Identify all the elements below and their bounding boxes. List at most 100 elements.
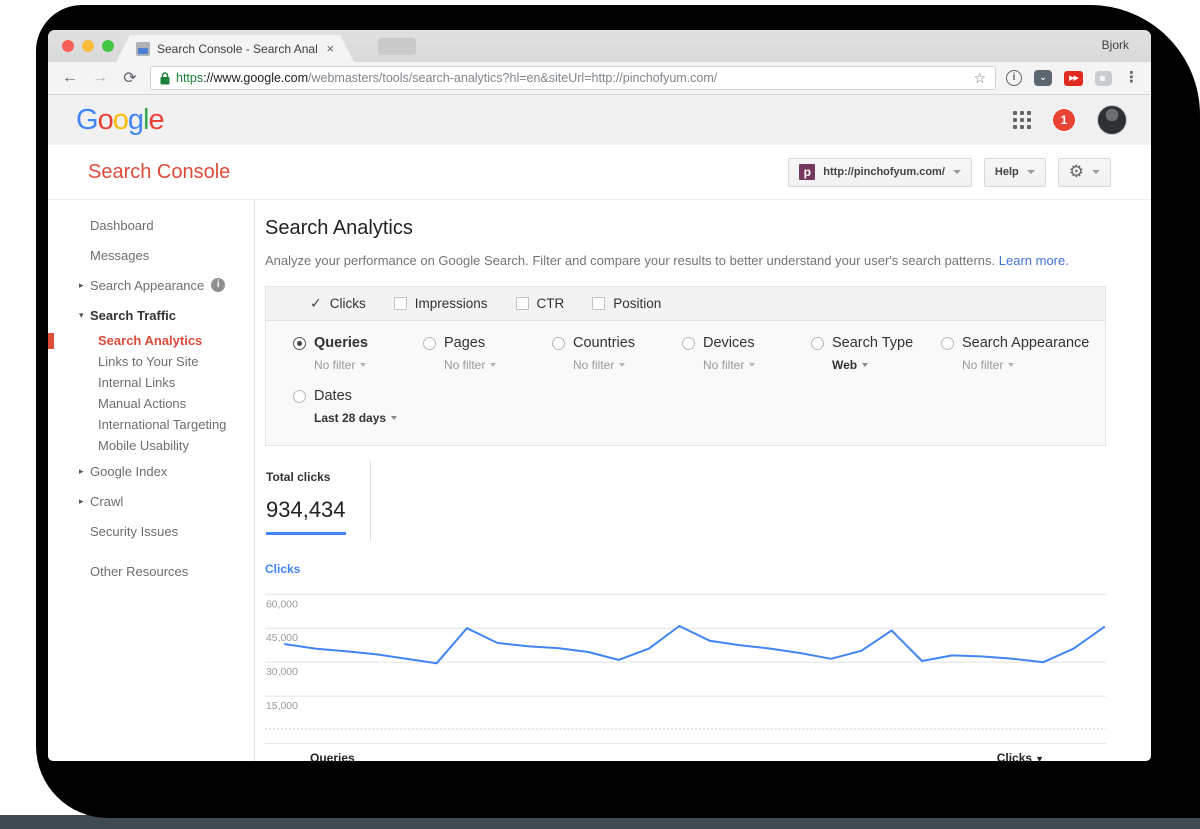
chevron-down-icon	[1027, 170, 1035, 174]
dimension-countries[interactable]: Countries No filter	[552, 335, 682, 372]
svg-text:60,000: 60,000	[266, 599, 298, 610]
sidebar-item-google-index[interactable]: ▸Google Index	[48, 456, 254, 486]
info-icon: i	[211, 278, 225, 292]
sidebar-item-crawl[interactable]: ▸Crawl	[48, 486, 254, 516]
minimize-window-button[interactable]	[82, 40, 94, 52]
google-apps-grid-icon[interactable]	[1013, 111, 1031, 129]
filter-dropdown[interactable]: No filter	[444, 358, 552, 372]
video-extension-icon[interactable]: ▶▶	[1064, 71, 1083, 86]
extension-icons: i ⌄ ▶▶ ⋮	[1006, 70, 1139, 86]
filter-value: No filter	[962, 358, 1003, 372]
info-extension-icon[interactable]: i	[1006, 70, 1022, 86]
notification-badge[interactable]: 1	[1053, 109, 1075, 131]
sidebar-item-other-resources[interactable]: Other Resources	[48, 556, 254, 586]
sidebar-item-links-to-your-site[interactable]: Links to Your Site	[48, 351, 254, 372]
filter-dropdown[interactable]: Last 28 days	[314, 411, 552, 425]
dimension-label: Pages	[444, 335, 485, 351]
sidebar-item-security-issues[interactable]: Security Issues	[48, 516, 254, 546]
filter-dropdown[interactable]: No filter	[962, 358, 1105, 372]
site-favicon-icon: p	[799, 164, 815, 180]
pocket-extension-icon[interactable]: ⌄	[1034, 70, 1052, 86]
tab-stub[interactable]	[378, 38, 416, 55]
filter-dropdown[interactable]: No filter	[703, 358, 811, 372]
google-logo-letter: g	[128, 104, 143, 136]
chevron-down-icon	[490, 363, 496, 367]
browser-window: Search Console - Search Analy × Bjork ← …	[48, 30, 1151, 761]
filter-dropdown[interactable]: No filter	[314, 358, 423, 372]
total-clicks-value: 934,434	[266, 497, 370, 523]
chrome-menu-icon[interactable]: ⋮	[1124, 71, 1139, 85]
tab-close-icon[interactable]: ×	[326, 41, 334, 56]
radio-icon[interactable]	[811, 337, 824, 350]
dimension-search-appearance[interactable]: Search AppearanceNo filter	[941, 335, 1105, 372]
dimension-queries[interactable]: QueriesNo filter	[293, 335, 423, 372]
svg-text:15,000: 15,000	[266, 701, 298, 712]
sidebar-item-label: Google Index	[90, 464, 167, 479]
totals-section: Total clicks 934,434	[265, 461, 1106, 541]
sidebar-item-search-analytics[interactable]: Search Analytics	[48, 330, 254, 351]
checkbox-icon	[592, 297, 605, 310]
sidebar-item-dashboard[interactable]: Dashboard	[48, 210, 254, 240]
site-url-label: http://pinchofyum.com/	[823, 166, 945, 178]
google-logo-letter: G	[76, 104, 98, 136]
metric-impressions[interactable]: Impressions	[394, 296, 488, 311]
metric-position[interactable]: Position	[592, 296, 661, 311]
total-clicks-label: Total clicks	[266, 470, 370, 484]
sidebar-item-internal-links[interactable]: Internal Links	[48, 372, 254, 393]
sidebar-item-mobile-usability[interactable]: Mobile Usability	[48, 435, 254, 456]
total-clicks-card[interactable]: Total clicks 934,434	[265, 461, 371, 541]
page-title: Search Analytics	[265, 217, 1106, 240]
radio-icon[interactable]	[682, 337, 695, 350]
dimension-search-type[interactable]: Search TypeWeb	[811, 335, 941, 372]
chevron-down-icon	[749, 363, 755, 367]
url-bar[interactable]: https://www.google.com/webmasters/tools/…	[150, 66, 996, 90]
sidebar-item-search-traffic[interactable]: ▾Search Traffic	[48, 300, 254, 330]
app-title[interactable]: Search Console	[88, 161, 230, 184]
sidebar-item-manual-actions[interactable]: Manual Actions	[48, 393, 254, 414]
zoom-window-button[interactable]	[102, 40, 114, 52]
radio-icon[interactable]	[552, 337, 565, 350]
clicks-sort-header[interactable]: Clicks▼	[997, 751, 1044, 761]
reload-icon[interactable]: ⟳	[120, 68, 140, 88]
sidebar-item-messages[interactable]: Messages	[48, 240, 254, 270]
chat-extension-icon[interactable]	[1095, 71, 1112, 86]
browser-tab[interactable]: Search Console - Search Analy ×	[116, 35, 354, 62]
filter-value: No filter	[703, 358, 744, 372]
dimension-label: Dates	[314, 388, 352, 404]
avatar[interactable]	[1097, 105, 1127, 135]
dimension-label: Countries	[573, 335, 635, 351]
filter-dropdown[interactable]: Web	[832, 358, 941, 372]
google-logo[interactable]: Google	[76, 104, 164, 137]
sidebar-item-label: Other Resources	[90, 564, 188, 579]
close-window-button[interactable]	[62, 40, 74, 52]
sidebar-item-label: Security Issues	[90, 524, 178, 539]
radio-icon[interactable]	[293, 337, 306, 350]
dimension-devices[interactable]: DevicesNo filter	[682, 335, 811, 372]
browser-tab-bar: Search Console - Search Analy × Bjork	[48, 30, 1151, 62]
bookmark-star-icon[interactable]: ☆	[973, 70, 986, 87]
radio-icon[interactable]	[941, 337, 954, 350]
sidebar-item-label: Search Analytics	[98, 333, 202, 348]
metric-clicks[interactable]: ✓Clicks	[310, 295, 366, 312]
content-area: DashboardMessages▸Search Appearancei▾Sea…	[48, 200, 1151, 761]
settings-dropdown[interactable]: ⚙	[1058, 158, 1111, 187]
help-dropdown[interactable]: Help	[984, 158, 1046, 187]
back-icon[interactable]: ←	[60, 69, 80, 87]
dimension-pages[interactable]: Pages No filter	[423, 335, 552, 372]
site-selector-dropdown[interactable]: p http://pinchofyum.com/	[788, 158, 972, 187]
dimension-dates[interactable]: Dates Last 28 days	[293, 388, 552, 425]
chart-series-label: Clicks	[265, 562, 1106, 576]
metric-label: Impressions	[415, 296, 488, 311]
radio-icon[interactable]	[423, 337, 436, 350]
checkmark-icon: ✓	[310, 295, 322, 312]
sidebar-item-search-appearance[interactable]: ▸Search Appearancei	[48, 270, 254, 300]
sidebar-item-international-targeting[interactable]: International Targeting	[48, 414, 254, 435]
filter-value: No filter	[444, 358, 485, 372]
learn-more-link[interactable]: Learn more.	[999, 253, 1069, 268]
metric-ctr[interactable]: CTR	[516, 296, 565, 311]
main-panel: Search Analytics Analyze your performanc…	[255, 200, 1151, 761]
chrome-profile-name[interactable]: Bjork	[1102, 38, 1129, 52]
tab-title: Search Console - Search Analy	[157, 42, 317, 56]
radio-icon[interactable]	[293, 390, 306, 403]
filter-dropdown[interactable]: No filter	[573, 358, 682, 372]
